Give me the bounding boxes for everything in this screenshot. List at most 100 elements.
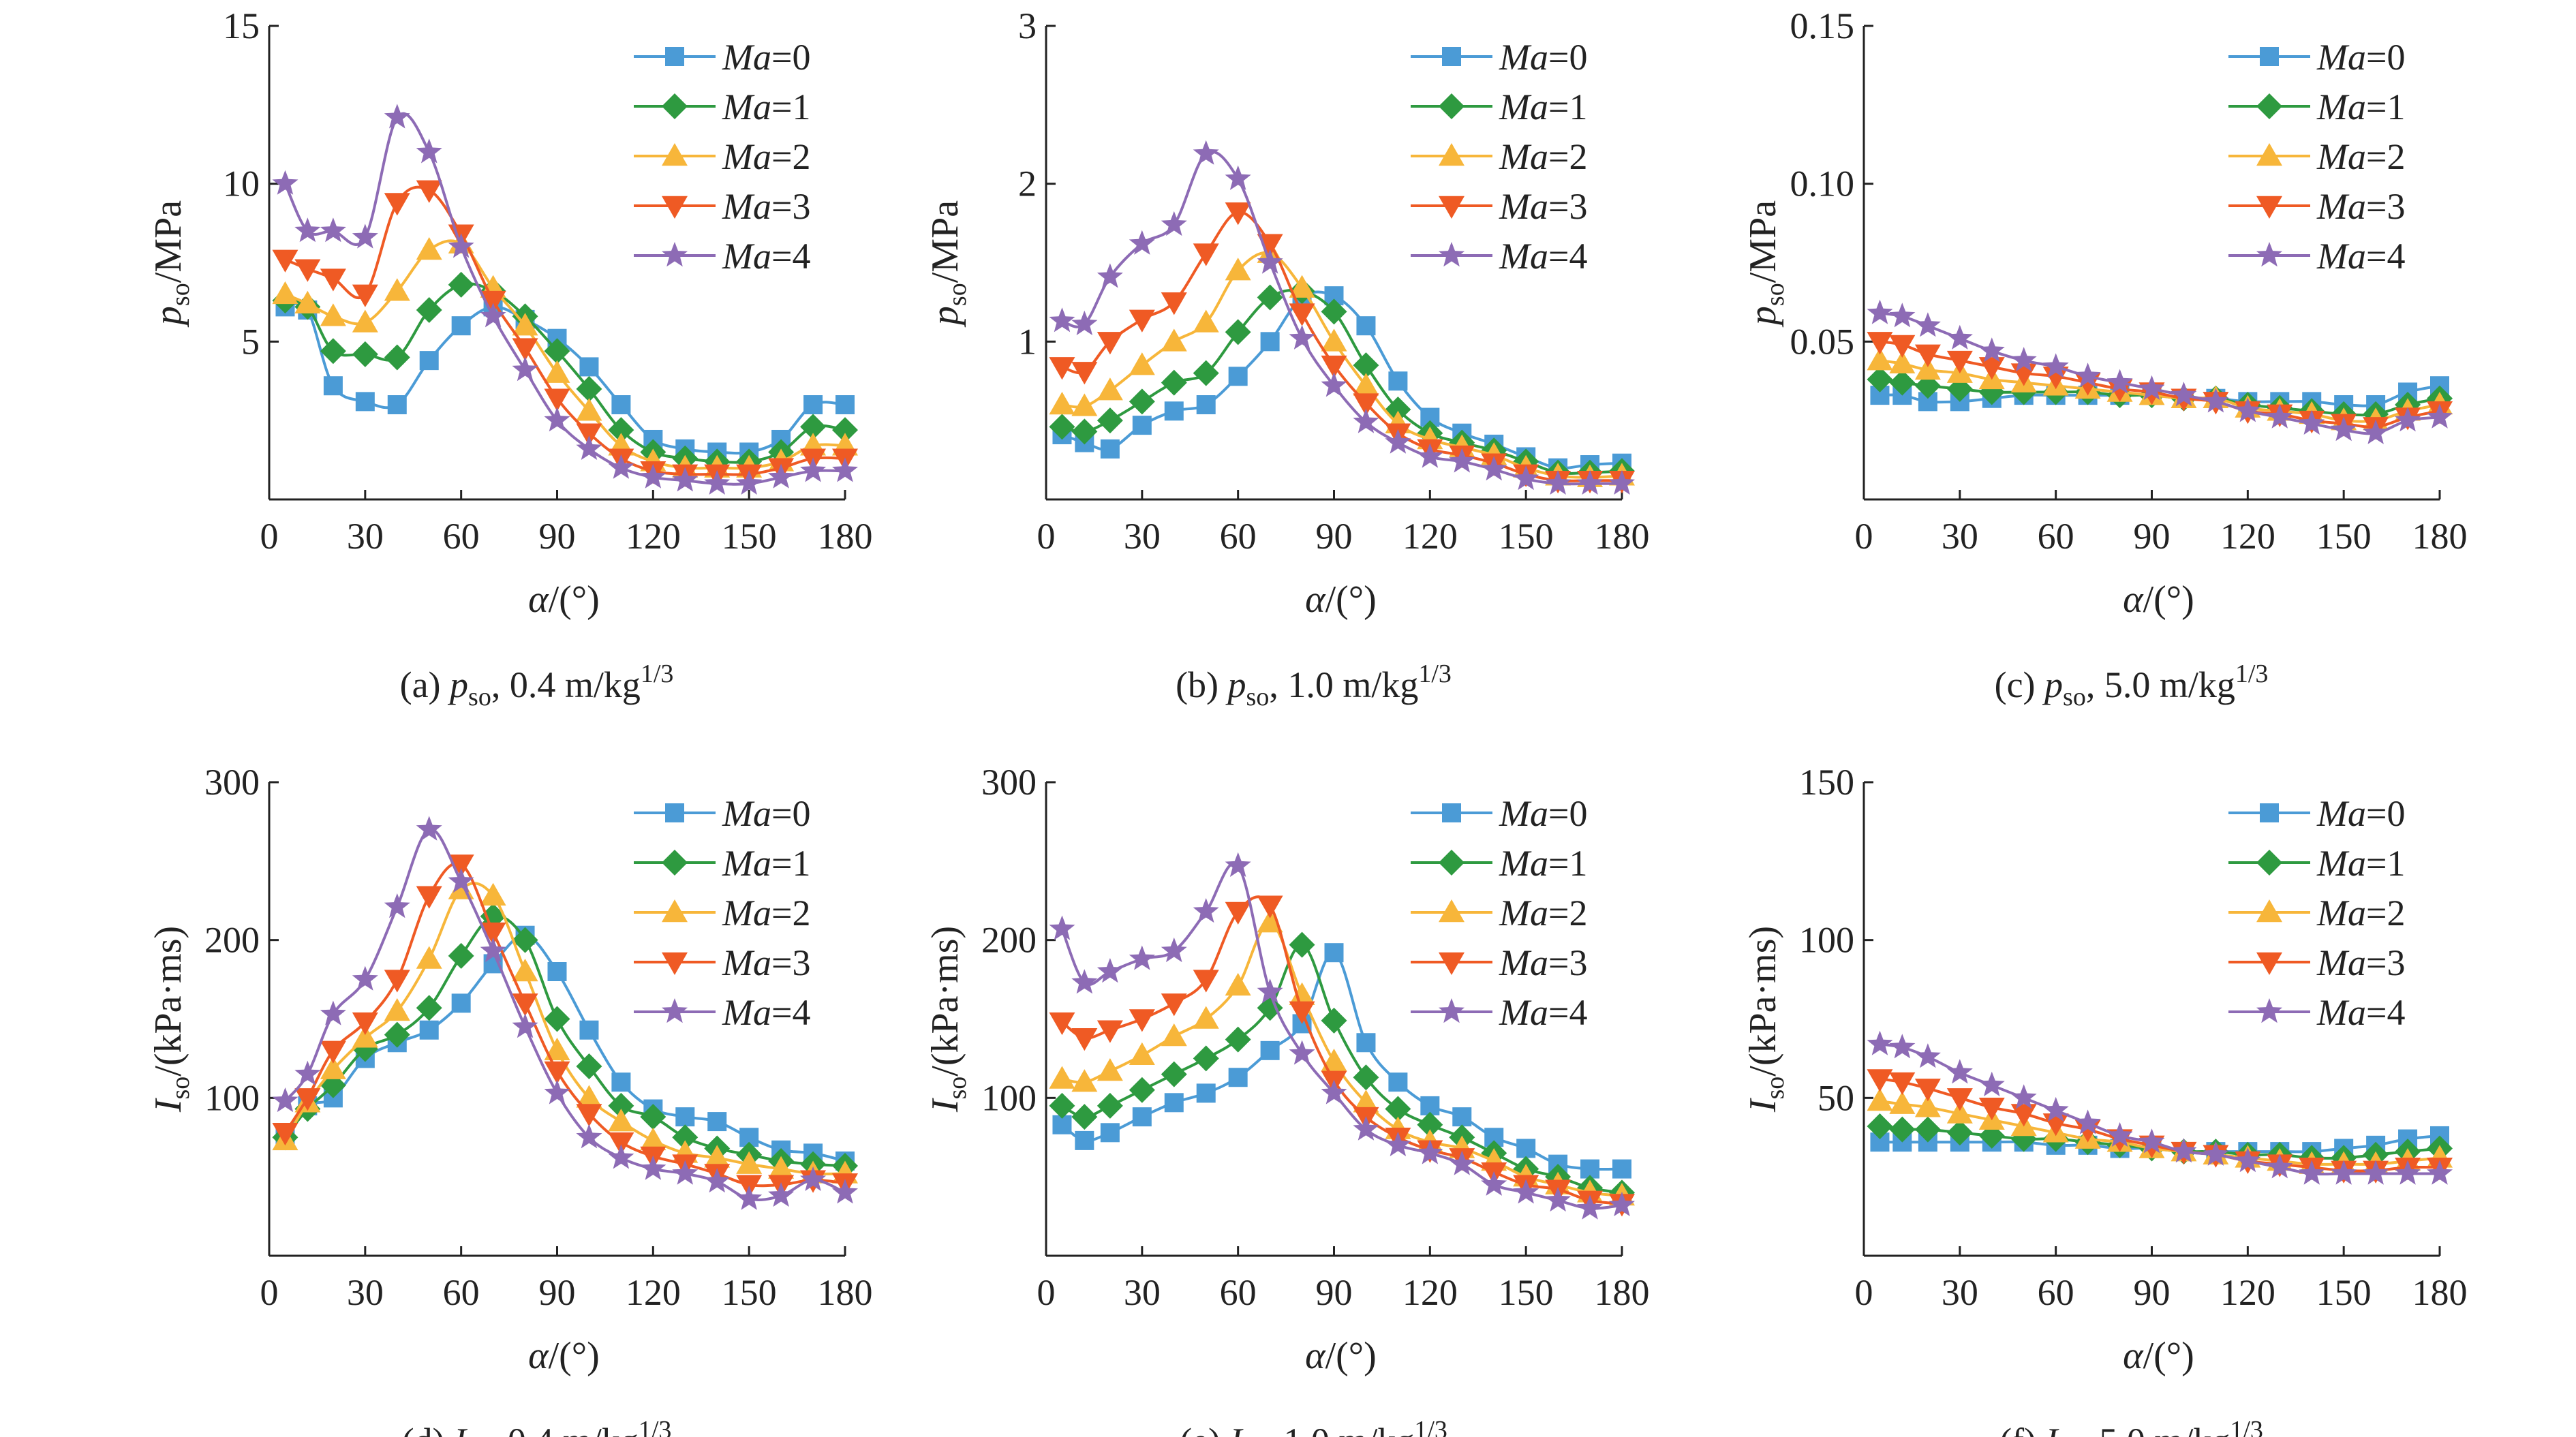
x-tick-label: 180 bbox=[2412, 516, 2468, 557]
data-point bbox=[544, 1037, 570, 1061]
data-point bbox=[1946, 1100, 1973, 1124]
data-point bbox=[579, 357, 599, 377]
data-point bbox=[1867, 1113, 1893, 1140]
data-point bbox=[416, 886, 442, 909]
data-point bbox=[1100, 1123, 1120, 1143]
legend-label: Ma=3 bbox=[722, 942, 810, 983]
data-point bbox=[1097, 377, 1123, 401]
data-point bbox=[1289, 931, 1315, 958]
legend-label: Ma=0 bbox=[1499, 37, 1587, 78]
series-line bbox=[284, 282, 846, 464]
legend-marker bbox=[2256, 93, 2282, 119]
data-point bbox=[1257, 978, 1283, 1004]
data-point bbox=[1321, 372, 1347, 397]
data-point bbox=[1889, 1072, 1916, 1096]
data-point bbox=[320, 1056, 346, 1079]
x-tick-label: 150 bbox=[1499, 1272, 1554, 1313]
data-point bbox=[1097, 958, 1123, 983]
data-point bbox=[1867, 366, 1893, 392]
data-point bbox=[1516, 1139, 1536, 1158]
legend-marker bbox=[2256, 850, 2282, 876]
data-point bbox=[448, 233, 474, 258]
data-point bbox=[1260, 1040, 1280, 1060]
data-point bbox=[323, 376, 343, 396]
series-Ma4 bbox=[1049, 140, 1635, 495]
caption: (b) pso, 1.0 m/kg1/3 bbox=[1176, 660, 1452, 711]
data-point bbox=[480, 290, 506, 314]
data-point bbox=[2299, 410, 2325, 435]
legend-marker bbox=[2256, 242, 2282, 267]
data-point bbox=[1097, 1057, 1123, 1081]
x-tick-label: 120 bbox=[2220, 1272, 2275, 1313]
legend-marker bbox=[2256, 196, 2282, 219]
chart-b: 0 30 60 90 120 150 180 1 2 3 pso/MPa α/(°) (b) pso, … bbox=[924, 5, 1650, 711]
data-point bbox=[2074, 362, 2101, 388]
y-tick-label: 2 bbox=[1018, 164, 1037, 204]
data-point bbox=[1049, 392, 1075, 415]
data-point bbox=[1161, 1023, 1187, 1047]
data-point bbox=[294, 290, 321, 313]
data-point bbox=[608, 1109, 634, 1132]
legend-label: Ma=2 bbox=[2316, 893, 2405, 933]
data-point bbox=[1513, 465, 1539, 491]
data-point bbox=[1161, 1061, 1187, 1087]
data-point bbox=[1867, 1069, 1893, 1092]
data-point bbox=[1049, 307, 1075, 333]
data-point bbox=[1289, 1040, 1315, 1065]
data-point bbox=[1228, 1068, 1248, 1087]
data-point bbox=[576, 1053, 602, 1079]
data-point bbox=[1161, 993, 1187, 1017]
x-tick-label: 0 bbox=[1855, 1272, 1873, 1313]
data-point bbox=[1132, 1107, 1152, 1127]
data-point bbox=[2331, 1160, 2357, 1185]
data-point bbox=[640, 1127, 666, 1151]
data-point bbox=[1225, 1026, 1251, 1053]
caption: (f) Iso, 5.0 m/kg1/3 bbox=[1999, 1416, 2263, 1437]
data-point bbox=[704, 1168, 731, 1193]
data-point bbox=[2203, 388, 2229, 413]
y-tick-label: 150 bbox=[1799, 762, 1854, 803]
data-point bbox=[2106, 1122, 2133, 1147]
data-point bbox=[1867, 299, 1893, 324]
x-tick-label: 60 bbox=[443, 1272, 480, 1313]
data-point bbox=[1161, 292, 1187, 315]
data-point bbox=[1129, 1009, 1155, 1032]
data-point bbox=[1385, 1096, 1411, 1122]
data-point bbox=[576, 423, 602, 446]
data-point bbox=[2395, 1160, 2421, 1185]
data-point bbox=[544, 360, 570, 383]
data-point bbox=[1914, 312, 1941, 337]
data-point bbox=[272, 249, 298, 273]
y-tick-label: 10 bbox=[223, 164, 260, 204]
x-tick-label: 30 bbox=[1124, 1272, 1161, 1313]
data-point bbox=[1071, 1069, 1098, 1092]
legend-marker bbox=[662, 242, 688, 267]
data-point bbox=[1353, 408, 1379, 433]
chart-a: 0 30 60 90 120 150 180 5 10 15 pso/MPa α/(°) (a) pso… bbox=[147, 5, 873, 711]
data-point bbox=[1545, 1186, 1571, 1212]
data-point bbox=[1193, 1045, 1219, 1072]
data-point bbox=[576, 375, 602, 402]
series-Ma4 bbox=[1049, 852, 1635, 1220]
x-tick-label: 180 bbox=[1595, 1272, 1650, 1313]
y-tick-label: 100 bbox=[1799, 920, 1854, 961]
data-point bbox=[544, 338, 570, 365]
y-tick-label: 0.05 bbox=[1790, 321, 1855, 362]
legend-marker bbox=[662, 850, 688, 876]
x-tick-label: 60 bbox=[1220, 516, 1257, 557]
data-point bbox=[832, 1179, 858, 1204]
data-point bbox=[608, 454, 634, 479]
data-point bbox=[512, 959, 538, 982]
data-point bbox=[2138, 1128, 2165, 1154]
legend-marker bbox=[665, 803, 684, 822]
data-point bbox=[1225, 258, 1251, 281]
data-point bbox=[1225, 901, 1251, 925]
data-point bbox=[1889, 350, 1916, 374]
data-point bbox=[576, 398, 602, 421]
data-point bbox=[448, 867, 474, 893]
series-Ma4 bbox=[1867, 299, 2453, 444]
data-point bbox=[2427, 403, 2453, 429]
data-point bbox=[640, 1155, 666, 1180]
legend-label: Ma=2 bbox=[2316, 136, 2405, 177]
data-point bbox=[1097, 1092, 1123, 1119]
